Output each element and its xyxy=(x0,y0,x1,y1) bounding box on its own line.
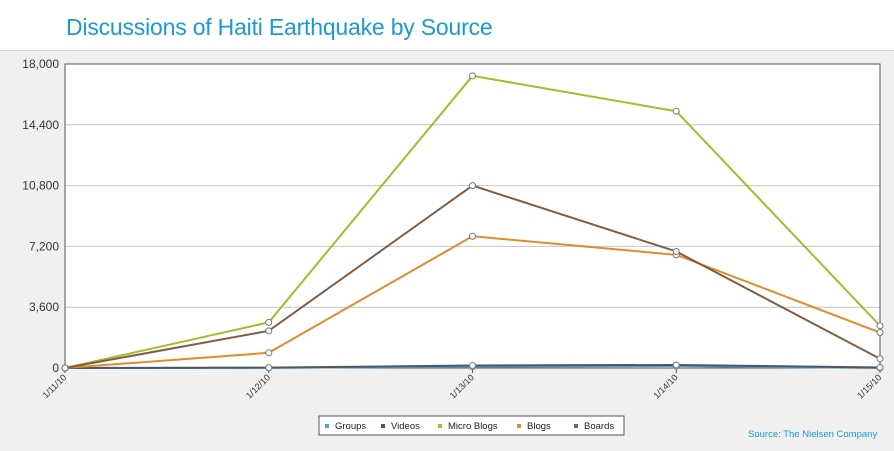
plot-area: 0 3,600 7,200 10,800 14,400 18,000 1/11/10 1/12… xyxy=(22,57,884,401)
x-tick-label: 1/15/10 xyxy=(855,372,883,400)
x-tick-label: 1/14/10 xyxy=(651,372,679,400)
data-point-micro-blogs xyxy=(469,72,476,80)
data-point-boards xyxy=(61,364,69,372)
legend-label-blogs: Blogs xyxy=(527,421,551,432)
plot-background xyxy=(65,64,880,368)
y-tick-label: 18,000 xyxy=(22,57,59,71)
legend-swatch-boards xyxy=(574,424,578,428)
x-tick-label: 1/11/10 xyxy=(41,372,69,400)
legend-swatch-videos xyxy=(381,424,385,428)
x-tick-label: 1/12/10 xyxy=(244,372,272,400)
x-tick-label: 1/13/10 xyxy=(448,372,476,400)
data-point-blogs xyxy=(469,232,476,240)
legend: Groups Videos Micro Blogs Blogs Boards xyxy=(318,415,625,436)
legend-label-groups: Groups xyxy=(335,421,366,432)
data-point-micro-blogs xyxy=(876,322,884,330)
legend-swatch-groups xyxy=(325,424,329,428)
data-point-boards xyxy=(672,247,680,255)
source-note: Source: The Nielsen Company xyxy=(748,429,878,440)
data-point-videos xyxy=(265,364,273,372)
data-point-micro-blogs xyxy=(672,107,680,115)
data-point-blogs xyxy=(876,329,884,337)
y-tick-label: 0 xyxy=(52,361,59,375)
y-tick-label: 7,200 xyxy=(29,239,59,253)
y-tick-label: 10,800 xyxy=(22,179,59,193)
data-point-boards xyxy=(469,182,476,190)
chart-title: Discussions of Haiti Earthquake by Sourc… xyxy=(66,14,493,40)
data-point-micro-blogs xyxy=(265,318,273,326)
legend-swatch-blogs xyxy=(517,424,521,428)
legend-label-micro-blogs: Micro Blogs xyxy=(448,421,498,432)
y-tick-label: 14,400 xyxy=(22,118,59,132)
data-point-blogs xyxy=(265,349,273,357)
y-tick-label: 3,600 xyxy=(29,300,59,314)
legend-label-videos: Videos xyxy=(391,421,420,432)
data-point-boards xyxy=(876,355,884,363)
data-point-videos xyxy=(672,361,680,369)
data-point-videos xyxy=(876,363,884,371)
legend-box xyxy=(318,415,625,436)
legend-swatch-micro-blogs xyxy=(438,424,442,428)
data-point-videos xyxy=(469,361,476,369)
legend-label-boards: Boards xyxy=(584,421,614,432)
data-point-boards xyxy=(265,327,273,335)
